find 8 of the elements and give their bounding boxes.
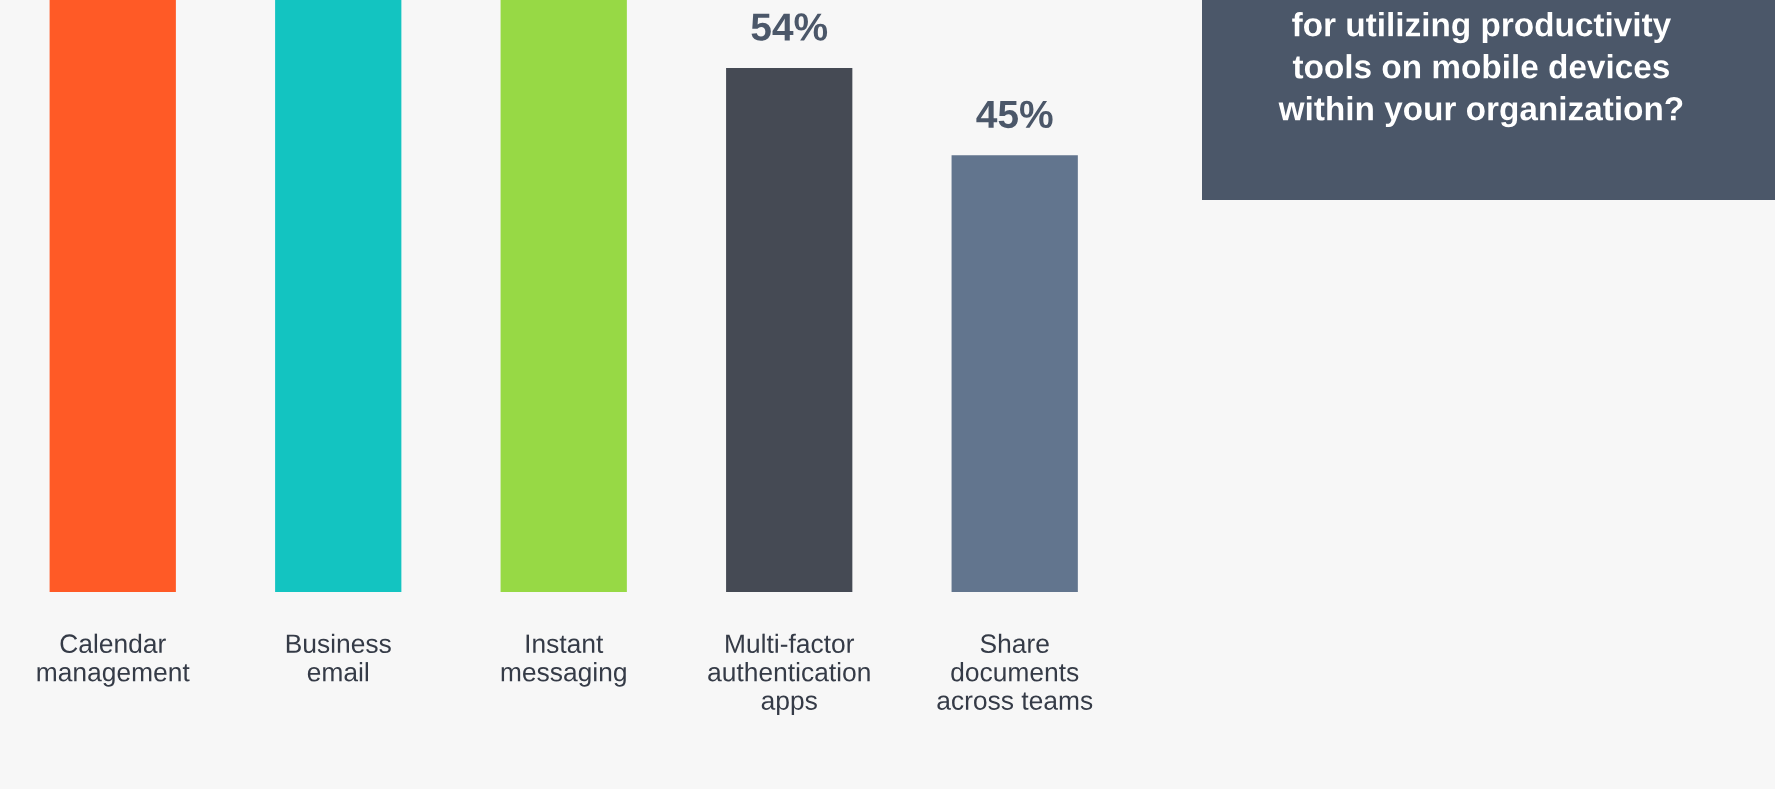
x-tick-label: Instant messaging	[501, 634, 626, 687]
x-tick-label: Share documents across teams	[937, 633, 1093, 710]
x-tick-label: Business email	[286, 633, 391, 682]
data-label: 54%	[751, 13, 828, 41]
x-tick-label: Calendar management	[37, 633, 190, 687]
data-label: 45%	[976, 100, 1053, 129]
text: for utilizing productivity tools on mobile devices within your organization?	[1278, 12, 1683, 128]
x-tick-label: Multi-factor authentication apps	[708, 633, 870, 716]
